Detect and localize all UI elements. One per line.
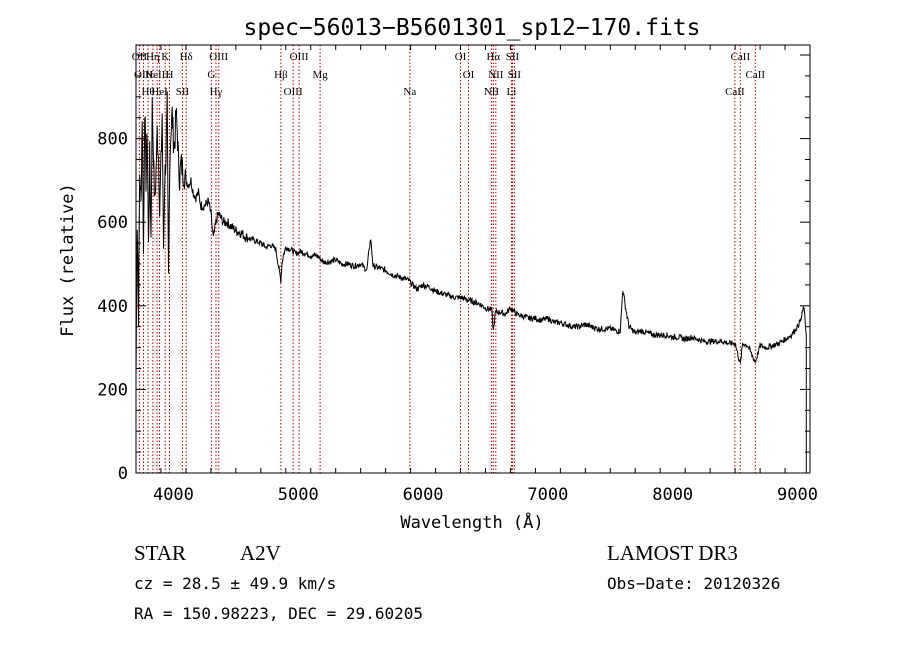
y-tick-label: 400 (97, 297, 128, 317)
line-label: CaII (746, 69, 766, 81)
line-label: SII (508, 69, 522, 81)
coordinates-text: RA = 150.98223, DEC = 29.60205 (134, 604, 423, 623)
x-tick-label: 7000 (527, 485, 568, 505)
line-label: Mg (312, 69, 328, 81)
object-subclass: A2V (240, 541, 281, 565)
line-label: Hη (146, 51, 160, 63)
x-tick-label: 5000 (278, 485, 319, 505)
line-label: OIII (209, 51, 228, 63)
spectrum-line (135, 91, 807, 473)
line-label: OII (132, 51, 148, 63)
survey-name: LAMOST DR3 (607, 541, 738, 565)
y-tick-label: 200 (97, 380, 128, 400)
line-label: NII (484, 86, 500, 98)
plot-frame (135, 44, 811, 474)
line-label: CaII (731, 51, 751, 63)
line-label: HeI (151, 86, 168, 98)
object-class: STAR (134, 541, 186, 565)
chart-title: spec−56013−B5601301_sp12−170.fits (244, 15, 701, 41)
redshift-text: cz = 28.5 ± 49.9 km/s (134, 574, 336, 593)
line-label: H (165, 69, 173, 81)
line-label: NeIII (145, 69, 169, 81)
y-axis: 0 200 400 600 800 (97, 54, 810, 484)
x-tick-label: 8000 (652, 485, 693, 505)
x-tick-label: 4000 (153, 485, 194, 505)
line-label: G (207, 69, 215, 81)
line-label: OIII (284, 86, 303, 98)
line-label: OIII (134, 69, 153, 81)
line-label: OI (455, 51, 467, 63)
y-tick-label: 800 (97, 130, 128, 150)
x-tick-label: 9000 (777, 485, 818, 505)
x-tick-label: 6000 (403, 485, 444, 505)
x-axis-label: Wavelength (Å) (400, 511, 543, 533)
line-label: K (161, 51, 169, 63)
line-label: NII (488, 69, 504, 81)
line-label: Hγ (210, 86, 223, 98)
y-tick-label: 600 (97, 213, 128, 233)
line-label: SII (176, 86, 190, 98)
line-label: CaII (725, 86, 745, 98)
y-axis-label: Flux (relative) (58, 183, 78, 337)
line-label: OIII (290, 51, 309, 63)
x-axis: 4000 5000 6000 7000 8000 9000 (135, 45, 818, 505)
line-label: Hα (486, 51, 500, 63)
line-label: Hδ (180, 51, 193, 63)
line-label: Li (507, 86, 517, 98)
line-label: Na (403, 86, 416, 98)
line-label: Hβ (274, 69, 288, 81)
line-label: OI (463, 69, 475, 81)
line-label: Hθ (141, 86, 154, 98)
line-label: SII (506, 51, 520, 63)
y-tick-label: 0 (118, 464, 128, 484)
obs-date-text: Obs−Date: 20120326 (607, 574, 780, 593)
